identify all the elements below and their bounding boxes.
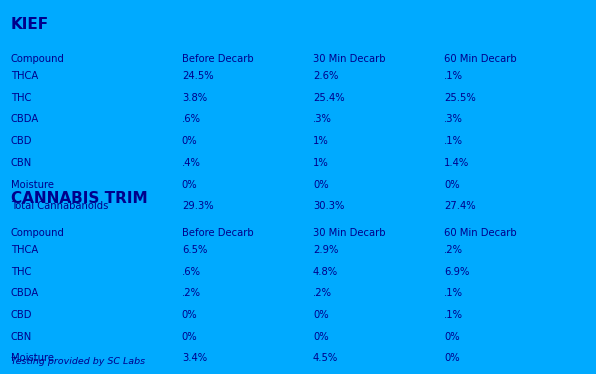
- Text: 25.4%: 25.4%: [313, 93, 344, 103]
- Text: 0%: 0%: [182, 180, 197, 190]
- Text: 24.5%: 24.5%: [182, 71, 213, 81]
- Text: 0%: 0%: [182, 310, 197, 320]
- Text: .3%: .3%: [313, 114, 332, 125]
- Text: .4%: .4%: [182, 158, 201, 168]
- Text: .2%: .2%: [444, 245, 463, 255]
- Text: .1%: .1%: [444, 136, 463, 146]
- Text: CBN: CBN: [11, 332, 32, 342]
- Text: 60 Min Decarb: 60 Min Decarb: [444, 228, 517, 238]
- Text: Testing provided by SC Labs: Testing provided by SC Labs: [11, 357, 145, 366]
- Text: THCA: THCA: [11, 71, 38, 81]
- Text: .1%: .1%: [444, 310, 463, 320]
- Text: .2%: .2%: [182, 288, 201, 298]
- Text: CBDA: CBDA: [11, 288, 39, 298]
- Text: 0%: 0%: [313, 332, 328, 342]
- Text: 30 Min Decarb: 30 Min Decarb: [313, 54, 386, 64]
- Text: Compound: Compound: [11, 54, 64, 64]
- Text: 3.8%: 3.8%: [182, 93, 207, 103]
- Text: CBD: CBD: [11, 310, 32, 320]
- Text: THCA: THCA: [11, 245, 38, 255]
- Text: KIEF: KIEF: [11, 17, 49, 32]
- Text: 6.5%: 6.5%: [182, 245, 207, 255]
- Text: 4.8%: 4.8%: [313, 267, 338, 277]
- Text: .2%: .2%: [313, 288, 332, 298]
- Text: 0%: 0%: [182, 332, 197, 342]
- Text: 1%: 1%: [313, 158, 328, 168]
- Text: 0%: 0%: [313, 180, 328, 190]
- Text: 1.4%: 1.4%: [444, 158, 469, 168]
- Text: 30.3%: 30.3%: [313, 201, 344, 211]
- Text: 29.3%: 29.3%: [182, 201, 213, 211]
- Text: 30 Min Decarb: 30 Min Decarb: [313, 228, 386, 238]
- Text: Before Decarb: Before Decarb: [182, 54, 253, 64]
- Text: 0%: 0%: [444, 353, 460, 364]
- Text: 2.9%: 2.9%: [313, 245, 339, 255]
- Text: Moisture: Moisture: [11, 353, 54, 364]
- Text: .1%: .1%: [444, 71, 463, 81]
- Text: 25.5%: 25.5%: [444, 93, 476, 103]
- Text: 0%: 0%: [444, 180, 460, 190]
- Text: Total Cannabanoids: Total Cannabanoids: [11, 201, 108, 211]
- Text: 4.5%: 4.5%: [313, 353, 338, 364]
- Text: CBDA: CBDA: [11, 114, 39, 125]
- Text: Before Decarb: Before Decarb: [182, 228, 253, 238]
- Text: 0%: 0%: [313, 310, 328, 320]
- Text: 1%: 1%: [313, 136, 328, 146]
- Text: THC: THC: [11, 267, 31, 277]
- Text: 27.4%: 27.4%: [444, 201, 476, 211]
- Text: 3.4%: 3.4%: [182, 353, 207, 364]
- Text: CBN: CBN: [11, 158, 32, 168]
- Text: 6.9%: 6.9%: [444, 267, 470, 277]
- Text: .6%: .6%: [182, 267, 201, 277]
- Text: CANNABIS TRIM: CANNABIS TRIM: [11, 191, 147, 206]
- Text: Compound: Compound: [11, 228, 64, 238]
- Text: THC: THC: [11, 93, 31, 103]
- Text: 60 Min Decarb: 60 Min Decarb: [444, 54, 517, 64]
- Text: 0%: 0%: [444, 332, 460, 342]
- Text: .6%: .6%: [182, 114, 201, 125]
- Text: .3%: .3%: [444, 114, 463, 125]
- Text: Moisture: Moisture: [11, 180, 54, 190]
- Text: 2.6%: 2.6%: [313, 71, 339, 81]
- Text: .1%: .1%: [444, 288, 463, 298]
- Text: 0%: 0%: [182, 136, 197, 146]
- Text: CBD: CBD: [11, 136, 32, 146]
